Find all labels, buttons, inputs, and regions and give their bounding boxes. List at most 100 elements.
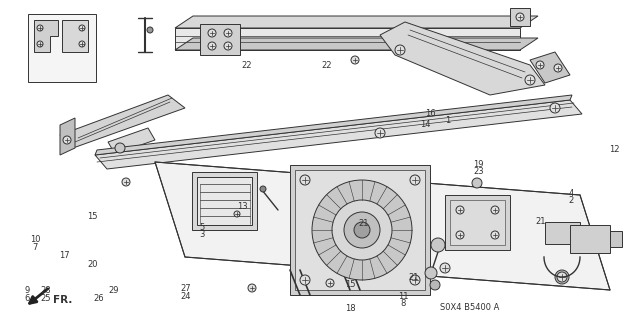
Circle shape bbox=[63, 136, 71, 144]
Text: 26: 26 bbox=[94, 294, 104, 303]
Text: 8: 8 bbox=[401, 299, 406, 308]
Circle shape bbox=[332, 200, 392, 260]
Text: 3: 3 bbox=[199, 230, 204, 239]
Bar bbox=[28, 14, 96, 82]
Polygon shape bbox=[60, 95, 185, 148]
Circle shape bbox=[425, 267, 437, 279]
Polygon shape bbox=[530, 52, 570, 83]
Circle shape bbox=[115, 143, 125, 153]
Circle shape bbox=[147, 27, 153, 33]
Circle shape bbox=[234, 211, 240, 217]
Circle shape bbox=[37, 41, 43, 47]
Text: 13: 13 bbox=[237, 202, 247, 211]
Text: 9: 9 bbox=[24, 286, 29, 295]
Circle shape bbox=[248, 284, 256, 292]
Circle shape bbox=[326, 279, 334, 287]
Text: 29: 29 bbox=[109, 286, 119, 295]
Polygon shape bbox=[200, 24, 240, 55]
Circle shape bbox=[555, 270, 569, 284]
Text: 14: 14 bbox=[420, 120, 431, 129]
Polygon shape bbox=[175, 38, 538, 50]
Circle shape bbox=[300, 175, 310, 185]
Text: 25: 25 bbox=[41, 294, 51, 303]
Polygon shape bbox=[108, 128, 155, 154]
Circle shape bbox=[395, 45, 405, 55]
Circle shape bbox=[351, 56, 359, 64]
Circle shape bbox=[344, 212, 380, 248]
Circle shape bbox=[208, 29, 216, 37]
Text: 23: 23 bbox=[474, 167, 484, 176]
Circle shape bbox=[208, 42, 216, 50]
Text: 27: 27 bbox=[180, 284, 191, 293]
Polygon shape bbox=[95, 100, 582, 169]
Polygon shape bbox=[380, 22, 545, 95]
Polygon shape bbox=[192, 172, 257, 230]
Text: 11: 11 bbox=[398, 292, 408, 300]
Text: 21: 21 bbox=[408, 273, 419, 282]
Circle shape bbox=[456, 231, 464, 239]
Text: 24: 24 bbox=[180, 292, 191, 301]
Text: 2: 2 bbox=[568, 197, 573, 205]
Circle shape bbox=[554, 64, 562, 72]
Text: 6: 6 bbox=[24, 294, 29, 303]
Text: 10: 10 bbox=[30, 235, 40, 244]
Circle shape bbox=[536, 61, 544, 69]
Circle shape bbox=[375, 128, 385, 138]
Circle shape bbox=[525, 75, 535, 85]
Circle shape bbox=[224, 42, 232, 50]
Circle shape bbox=[410, 175, 420, 185]
Circle shape bbox=[410, 275, 420, 285]
Polygon shape bbox=[155, 162, 610, 290]
Circle shape bbox=[260, 186, 266, 192]
Circle shape bbox=[472, 178, 482, 188]
Circle shape bbox=[312, 180, 412, 280]
Text: S0X4 B5400 A: S0X4 B5400 A bbox=[440, 303, 499, 313]
Text: 17: 17 bbox=[59, 251, 69, 260]
Circle shape bbox=[354, 222, 370, 238]
Circle shape bbox=[516, 13, 524, 21]
Circle shape bbox=[300, 275, 310, 285]
Circle shape bbox=[491, 231, 499, 239]
Bar bbox=[580, 227, 590, 239]
Circle shape bbox=[431, 238, 445, 252]
Polygon shape bbox=[62, 20, 88, 52]
Circle shape bbox=[430, 280, 440, 290]
Bar bbox=[445, 195, 510, 250]
Text: 5: 5 bbox=[199, 223, 204, 232]
Text: 19: 19 bbox=[474, 160, 484, 169]
Text: 1: 1 bbox=[445, 116, 451, 125]
Text: 20: 20 bbox=[88, 260, 98, 269]
Polygon shape bbox=[95, 95, 572, 155]
Text: 7: 7 bbox=[33, 243, 38, 252]
Text: 28: 28 bbox=[41, 286, 51, 295]
Circle shape bbox=[79, 41, 85, 47]
Text: 4: 4 bbox=[568, 189, 573, 198]
Text: 22: 22 bbox=[321, 61, 332, 70]
Bar bbox=[290, 165, 430, 295]
Polygon shape bbox=[175, 16, 538, 28]
Circle shape bbox=[79, 25, 85, 31]
Polygon shape bbox=[34, 20, 58, 52]
Text: 15: 15 bbox=[88, 212, 98, 221]
Circle shape bbox=[440, 263, 450, 273]
Text: 21: 21 bbox=[536, 217, 546, 226]
Text: 16: 16 bbox=[425, 109, 435, 118]
Bar bbox=[197, 177, 252, 225]
Text: 15: 15 bbox=[346, 280, 356, 289]
Polygon shape bbox=[175, 28, 520, 50]
Circle shape bbox=[557, 272, 567, 282]
Text: 12: 12 bbox=[609, 145, 620, 154]
Text: 18: 18 bbox=[346, 304, 356, 313]
Text: 21: 21 bbox=[358, 219, 369, 228]
Bar bbox=[295, 170, 425, 290]
Circle shape bbox=[456, 206, 464, 214]
Bar bbox=[570, 225, 610, 253]
Text: 22: 22 bbox=[241, 61, 252, 70]
Circle shape bbox=[224, 29, 232, 37]
Polygon shape bbox=[510, 8, 530, 26]
Circle shape bbox=[550, 103, 560, 113]
Text: FR.: FR. bbox=[53, 295, 72, 305]
Circle shape bbox=[37, 25, 43, 31]
Circle shape bbox=[122, 178, 130, 186]
Bar bbox=[450, 200, 505, 245]
